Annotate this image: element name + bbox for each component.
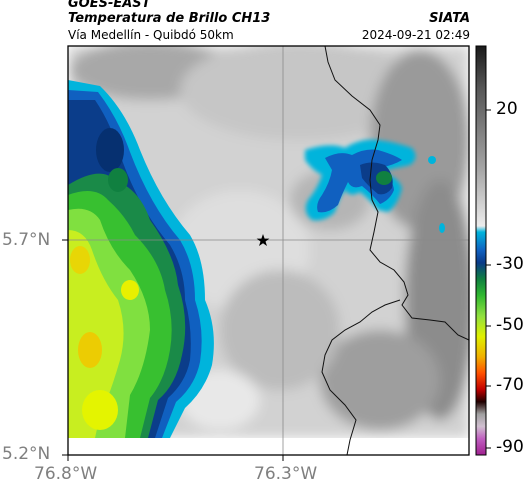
brightness-temperature-field — [68, 46, 469, 455]
organization-label: SIATA — [429, 11, 470, 26]
department-border — [324, 45, 470, 341]
route-marker-star-icon — [256, 234, 270, 246]
timestamp: 2024-09-21 02:49 — [361, 28, 470, 42]
colorbar-tick-label: 20 — [496, 99, 518, 119]
product-title: Temperatura de Brillo CH13 — [68, 11, 271, 26]
colorbar-tick-label: -30 — [496, 254, 524, 274]
colorbar — [475, 45, 487, 456]
lon-tick-label: 76.8°W — [34, 464, 98, 484]
lat-tick-label: 5.7°N — [2, 230, 51, 250]
lon-tick-label: 76.3°W — [254, 464, 318, 484]
satellite-label: GOES-EAST — [68, 0, 151, 11]
lat-tick-label: 5.2°N — [2, 444, 51, 464]
colorbar-tick-label: -90 — [496, 437, 524, 457]
route-subtitle: Vía Medellín - Quibdó 50km — [68, 28, 234, 42]
colorbar-tick-label: -50 — [496, 315, 524, 335]
colorbar-tick-label: -70 — [496, 375, 524, 395]
department-border-south — [321, 299, 401, 456]
map-frame — [67, 45, 470, 456]
